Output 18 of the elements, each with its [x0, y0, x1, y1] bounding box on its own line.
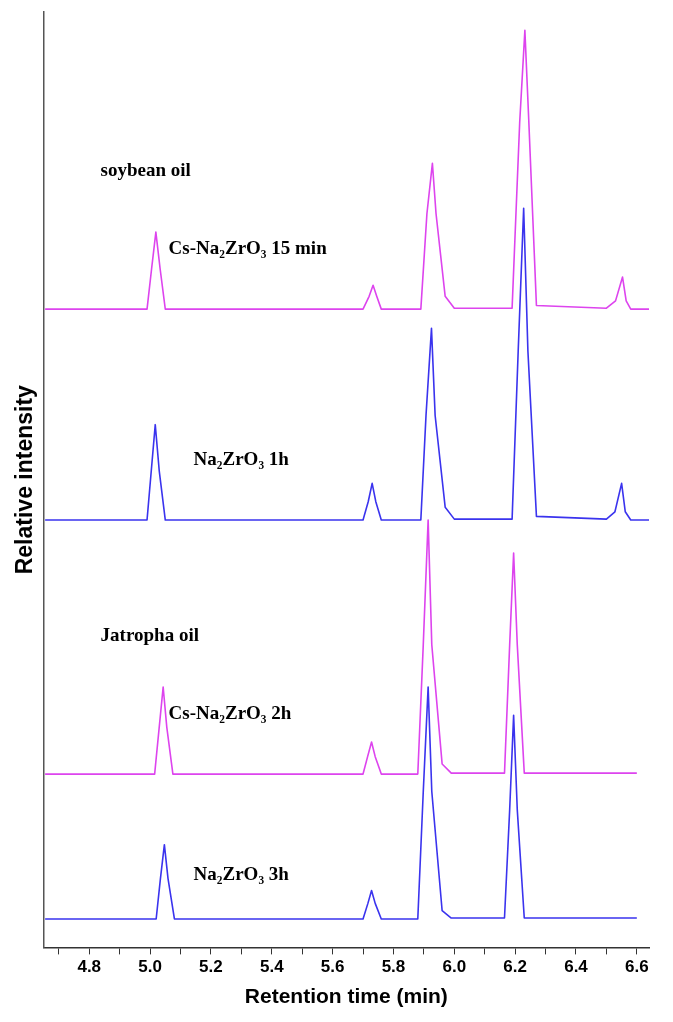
series-label: Cs-Na₂ZrO₃ 15 min: [168, 237, 328, 259]
x-axis-title: Retention time (min): [244, 984, 448, 1008]
x-tick-label: 6.4: [564, 957, 589, 977]
x-tick-label: 5.8: [381, 957, 406, 977]
x-tick-label: 6.0: [442, 957, 467, 977]
series-label: Na₂ZrO₃ 3h: [193, 862, 290, 884]
x-tick-label: 5.2: [199, 957, 223, 977]
x-tick-label: 5.6: [320, 957, 345, 977]
x-tick-label: 6.6: [625, 957, 649, 977]
x-tick-label: 6.2: [503, 957, 527, 977]
annotation: Jatropha oil: [100, 623, 199, 645]
x-tick-label: 4.8: [77, 957, 102, 977]
y-axis-title: Relative intensity: [11, 384, 38, 575]
series-label: Na₂ZrO₃ 1h: [193, 447, 290, 469]
annotation: soybean oil: [100, 159, 191, 181]
series-label: Cs-Na₂ZrO₃ 2h: [168, 701, 292, 723]
x-tick-label: 5.4: [259, 957, 285, 977]
x-tick-label: 5.0: [138, 957, 162, 977]
